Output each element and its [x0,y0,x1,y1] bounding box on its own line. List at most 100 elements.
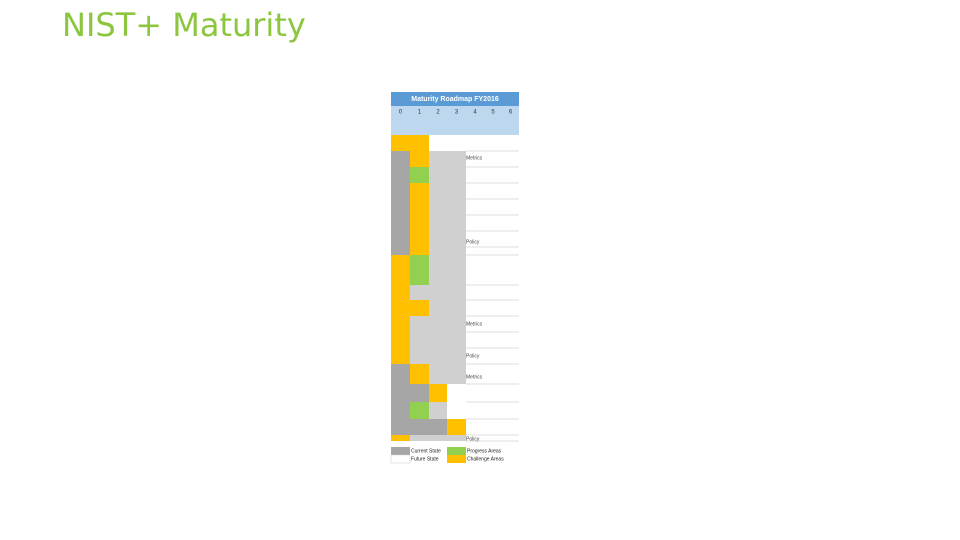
cell [447,285,466,300]
cell [429,316,447,332]
cell [429,384,447,402]
notes-area [466,135,519,441]
cell [429,419,447,435]
cell [429,285,447,300]
cell [429,151,447,167]
cell [410,167,429,183]
cell [391,384,410,402]
cell [447,348,466,364]
legend-swatch [391,447,410,455]
cell [447,199,466,215]
cell [429,183,447,199]
legend-label: Challenge Areas [467,456,504,462]
cell [429,348,447,364]
cell [429,231,447,247]
cell [410,332,429,348]
cell [447,316,466,332]
cell [410,364,429,384]
cell [391,364,410,384]
cell [391,402,410,419]
cell [447,364,466,384]
legend-label: Progress Areas [467,448,502,454]
row-note: Policy [466,239,480,245]
cell [447,435,466,441]
cell [447,215,466,231]
slide-title: NIST+ Maturity [62,6,306,44]
column-number: 6 [509,110,513,116]
cell [429,300,447,316]
cell [447,167,466,183]
column-number: 5 [491,110,495,116]
cell [391,348,410,364]
cell [391,167,410,183]
cell [447,300,466,316]
cell [447,332,466,348]
cell [391,316,410,332]
cell [410,247,429,255]
row-note: Metrics [466,321,483,327]
cell [391,199,410,215]
cell [391,247,410,255]
cell [429,364,447,384]
cell [447,135,466,151]
column-header-band [391,106,519,135]
cell [391,285,410,300]
cell [410,135,429,151]
cell [391,135,410,151]
cell [447,255,466,285]
cell [447,151,466,167]
cell [391,151,410,167]
cell [429,332,447,348]
legend-swatch [447,455,466,463]
cell [410,255,429,285]
legend-swatch [390,454,411,464]
cell [447,247,466,255]
cell [429,402,447,419]
cell [429,167,447,183]
cell [410,151,429,167]
column-number: 0 [399,110,403,116]
legend-swatch [447,447,466,455]
column-number: 2 [436,110,440,116]
cell [410,348,429,364]
row-note: Metrics [466,374,483,380]
cell [447,402,466,419]
cell [391,435,410,441]
cell [429,215,447,231]
column-number: 3 [455,110,459,116]
cell [391,255,410,285]
cell [391,231,410,247]
cell [410,215,429,231]
row-note: Policy [466,353,480,359]
table-title: Maturity Roadmap FY2016 [411,96,499,103]
column-number: 1 [418,110,422,116]
table-header [391,92,519,106]
cell [410,435,429,441]
cell [447,384,466,402]
cell [410,231,429,247]
cell [391,183,410,199]
cell [410,300,429,316]
column-number: 4 [473,110,477,116]
legend-label: Future State [411,456,439,462]
cell [410,316,429,332]
cell [391,300,410,316]
cell [391,419,410,435]
row-note: Policy [466,436,480,442]
cell [429,199,447,215]
cell [429,247,447,255]
legend-label: Current State [411,448,441,454]
cell [410,419,429,435]
cell [391,332,410,348]
cell [447,419,466,435]
cell [391,215,410,231]
cell [447,183,466,199]
cell [447,231,466,247]
cell [410,183,429,199]
cell [429,435,447,441]
cell [410,285,429,300]
row-note: Metrics [466,155,483,161]
cell [410,402,429,419]
